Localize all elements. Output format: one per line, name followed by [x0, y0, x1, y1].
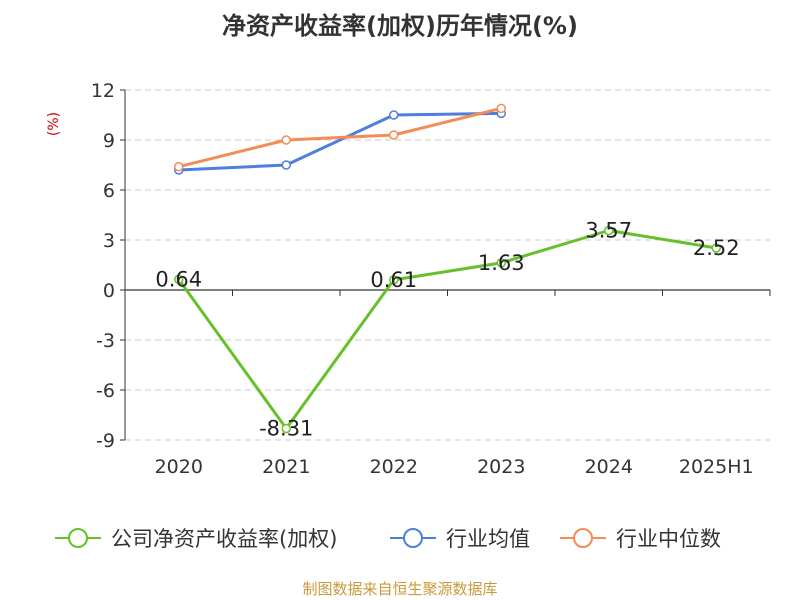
data-source-note: 制图数据来自恒生聚源数据库 — [302, 580, 498, 598]
series-line — [178, 111, 502, 172]
y-tick-label: 9 — [103, 130, 115, 152]
data-label: 2.52 — [693, 236, 740, 260]
data-point — [281, 160, 291, 170]
series-lines — [174, 103, 721, 434]
data-point — [496, 258, 506, 268]
x-tick-label: 2021 — [262, 456, 310, 478]
y-tick-label: 6 — [103, 180, 115, 202]
data-point — [174, 161, 184, 172]
data-label: 0.64 — [155, 267, 202, 291]
x-tick-label: 2025H1 — [679, 456, 754, 478]
data-point — [281, 423, 291, 434]
series-line — [178, 106, 502, 169]
x-tick-label: 2022 — [370, 456, 418, 478]
legend-label: 行业中位数 — [616, 527, 721, 551]
data-point — [281, 135, 291, 145]
legend-marker — [68, 528, 88, 548]
x-tick-label: 2020 — [155, 456, 203, 478]
data-point — [711, 243, 721, 253]
legend: 公司净资产收益率(加权) 行业均值 行业中位数 — [55, 527, 721, 551]
data-point — [389, 110, 399, 120]
data-point — [389, 130, 399, 140]
data-point — [604, 225, 614, 236]
y-tick-label: -9 — [96, 430, 115, 452]
legend-marker — [573, 528, 593, 548]
legend-label: 行业均值 — [446, 527, 530, 551]
y-tick-label: 12 — [91, 80, 115, 102]
data-label: 1.63 — [478, 251, 525, 275]
axes: -9 -6 -3 0 3 6 9 12 2020 2021 2022 2023 2024 2025H1 — [91, 80, 771, 478]
y-tick-label: -6 — [96, 380, 115, 402]
chart-title: 净资产收益率(加权)历年情况(%) — [222, 12, 578, 40]
x-tick-label: 2024 — [585, 456, 633, 478]
data-point — [174, 274, 184, 285]
y-tick-label: 0 — [103, 280, 115, 302]
grid-lines — [125, 89, 770, 441]
data-label: 3.57 — [585, 219, 632, 243]
data-label: 0.61 — [370, 268, 417, 292]
legend-marker — [403, 528, 423, 548]
data-point — [496, 103, 506, 114]
y-tick-label: -3 — [96, 330, 115, 352]
series-line — [177, 229, 717, 430]
data-point — [389, 275, 399, 285]
x-tick-label: 2023 — [477, 456, 525, 478]
data-label: -8.31 — [259, 417, 313, 441]
legend-label: 公司净资产收益率(加权) — [111, 527, 337, 551]
data-labels: 0.64 -8.31 0.61 1.63 3.57 2.52 — [155, 219, 739, 441]
y-tick-label: 3 — [103, 230, 115, 252]
